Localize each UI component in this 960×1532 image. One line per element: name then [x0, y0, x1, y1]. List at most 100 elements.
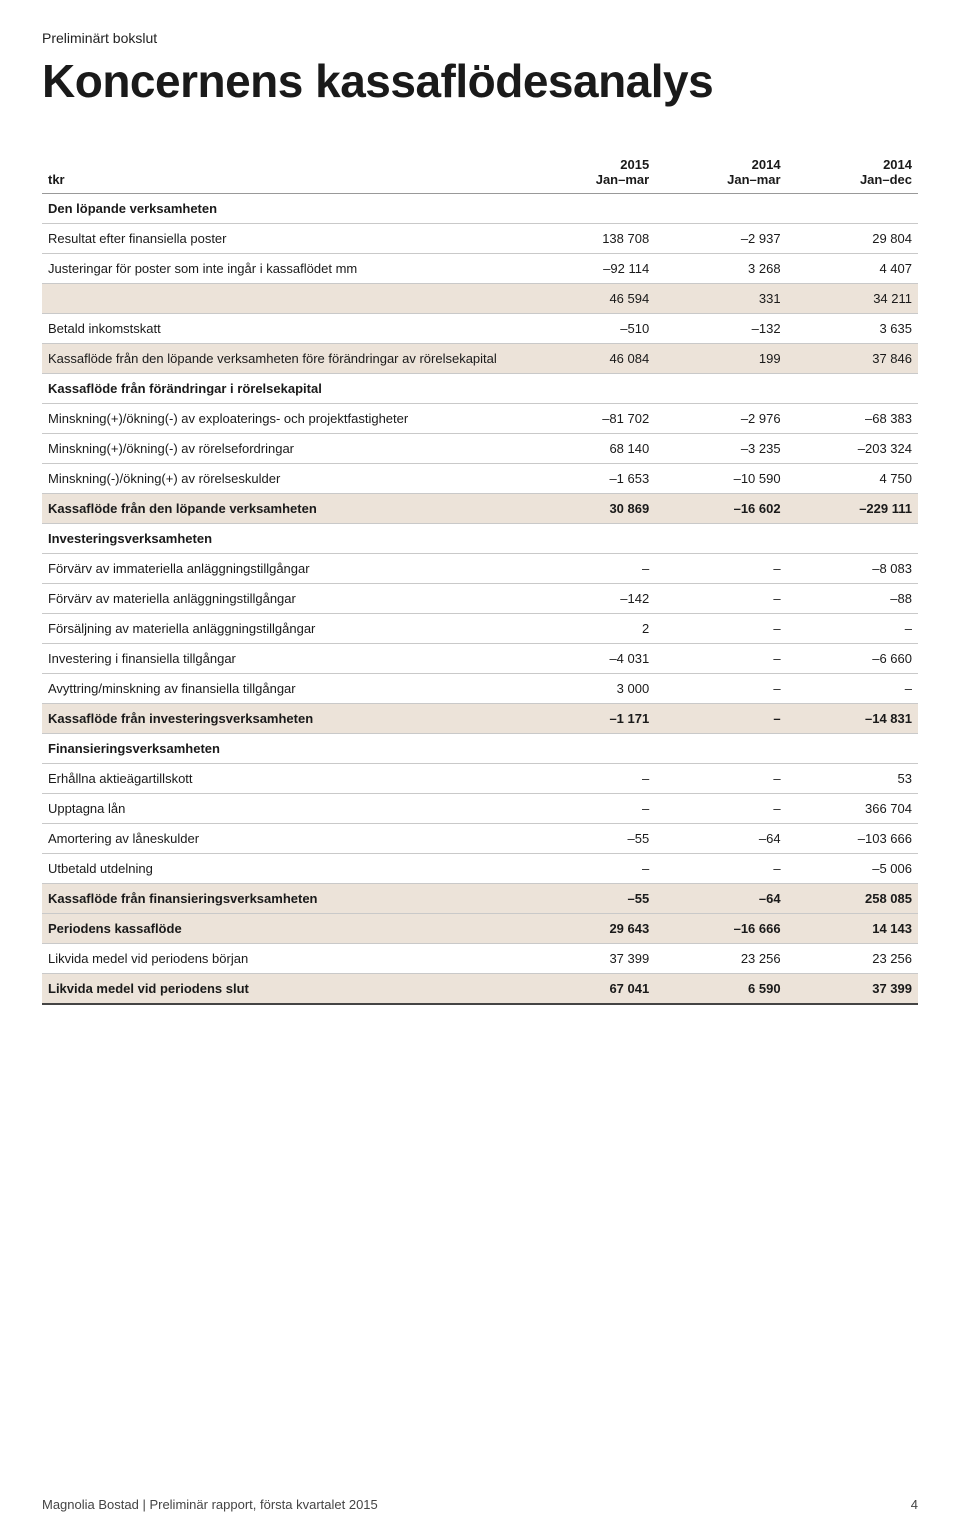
row-value: 46 594: [524, 284, 655, 314]
table-row: Erhållna aktieägartillskott––53: [42, 764, 918, 794]
col1-period: Jan–mar: [530, 172, 649, 187]
row-value: –: [655, 674, 786, 704]
row-label: Betald inkomstskatt: [42, 314, 524, 344]
footer-page-number: 4: [911, 1497, 918, 1512]
row-label: Kassaflöde från investeringsverksamheten: [42, 704, 524, 734]
row-value: –: [524, 554, 655, 584]
row-value: 366 704: [787, 794, 918, 824]
table-row: Kassaflöde från investeringsverksamheten…: [42, 704, 918, 734]
col2-period: Jan–mar: [661, 172, 780, 187]
col-2014-janmar: 2014 Jan–mar: [655, 150, 786, 194]
table-row: Amortering av låneskulder–55–64–103 666: [42, 824, 918, 854]
page-container: Preliminärt bokslut Koncernens kassaflöd…: [0, 0, 960, 1532]
row-label: Investeringsverksamheten: [42, 524, 524, 554]
row-value: 23 256: [655, 944, 786, 974]
row-value: 199: [655, 344, 786, 374]
row-value: 14 143: [787, 914, 918, 944]
table-row: Kassaflöde från finansieringsverksamhete…: [42, 884, 918, 914]
row-value: [655, 194, 786, 224]
table-row: Periodens kassaflöde29 643–16 66614 143: [42, 914, 918, 944]
row-value: 23 256: [787, 944, 918, 974]
row-label: Minskning(+)/ökning(-) av exploaterings-…: [42, 404, 524, 434]
row-value: [524, 734, 655, 764]
table-row: Förvärv av materiella anläggningstillgån…: [42, 584, 918, 614]
row-value: [655, 374, 786, 404]
row-value: 67 041: [524, 974, 655, 1005]
table-row: Utbetald utdelning–––5 006: [42, 854, 918, 884]
row-value: –: [655, 644, 786, 674]
row-value: 331: [655, 284, 786, 314]
pre-title: Preliminärt bokslut: [42, 30, 918, 46]
col3-period: Jan–dec: [793, 172, 912, 187]
row-value: 30 869: [524, 494, 655, 524]
table-row: Likvida medel vid periodens början37 399…: [42, 944, 918, 974]
row-label: Likvida medel vid periodens början: [42, 944, 524, 974]
row-value: [787, 524, 918, 554]
row-value: –132: [655, 314, 786, 344]
row-label: Minskning(-)/ökning(+) av rörelseskulder: [42, 464, 524, 494]
row-label: Avyttring/minskning av finansiella tillg…: [42, 674, 524, 704]
row-value: –103 666: [787, 824, 918, 854]
row-value: 34 211: [787, 284, 918, 314]
row-value: [524, 374, 655, 404]
col2-year: 2014: [661, 157, 780, 172]
table-body: Den löpande verksamhetenResultat efter f…: [42, 194, 918, 1005]
page-title: Koncernens kassaflödesanalys: [42, 54, 918, 108]
row-label: Erhållna aktieägartillskott: [42, 764, 524, 794]
row-value: –81 702: [524, 404, 655, 434]
row-value: 3 268: [655, 254, 786, 284]
row-value: –92 114: [524, 254, 655, 284]
table-row: Förvärv av immateriella anläggningstillg…: [42, 554, 918, 584]
row-label: Amortering av låneskulder: [42, 824, 524, 854]
row-label: Kassaflöde från den löpande verksamheten: [42, 494, 524, 524]
row-label: Investering i finansiella tillgångar: [42, 644, 524, 674]
row-label: Den löpande verksamheten: [42, 194, 524, 224]
row-value: –10 590: [655, 464, 786, 494]
row-value: –203 324: [787, 434, 918, 464]
row-value: [524, 524, 655, 554]
table-row: Likvida medel vid periodens slut67 0416 …: [42, 974, 918, 1005]
row-value: [655, 734, 786, 764]
row-value: 37 399: [787, 974, 918, 1005]
row-value: 29 804: [787, 224, 918, 254]
row-value: –1 171: [524, 704, 655, 734]
row-value: [787, 374, 918, 404]
table-row: Minskning(-)/ökning(+) av rörelseskulder…: [42, 464, 918, 494]
row-value: 6 590: [655, 974, 786, 1005]
row-value: 2: [524, 614, 655, 644]
row-value: 258 085: [787, 884, 918, 914]
row-label: Kassaflöde från förändringar i rörelseka…: [42, 374, 524, 404]
col-2014-jandec: 2014 Jan–dec: [787, 150, 918, 194]
row-label: Justeringar för poster som inte ingår i …: [42, 254, 524, 284]
row-value: 3 635: [787, 314, 918, 344]
row-value: –64: [655, 884, 786, 914]
row-value: 29 643: [524, 914, 655, 944]
row-value: –4 031: [524, 644, 655, 674]
row-label: Förvärv av immateriella anläggningstillg…: [42, 554, 524, 584]
row-label: Minskning(+)/ökning(-) av rörelsefordrin…: [42, 434, 524, 464]
table-row: Minskning(+)/ökning(-) av exploaterings-…: [42, 404, 918, 434]
row-value: –229 111: [787, 494, 918, 524]
row-value: –2 976: [655, 404, 786, 434]
row-label: Periodens kassaflöde: [42, 914, 524, 944]
row-value: 37 399: [524, 944, 655, 974]
row-value: [655, 524, 786, 554]
row-value: –3 235: [655, 434, 786, 464]
row-value: –88: [787, 584, 918, 614]
col-label-text: tkr: [48, 172, 65, 187]
row-value: –55: [524, 824, 655, 854]
row-value: –: [655, 794, 786, 824]
page-footer: Magnolia Bostad | Preliminär rapport, fö…: [42, 1497, 918, 1512]
row-value: [787, 734, 918, 764]
row-label: Kassaflöde från den löpande verksamheten…: [42, 344, 524, 374]
col1-year: 2015: [530, 157, 649, 172]
row-label: Utbetald utdelning: [42, 854, 524, 884]
table-row: Investeringsverksamheten: [42, 524, 918, 554]
row-value: –55: [524, 884, 655, 914]
table-row: Betald inkomstskatt–510–1323 635: [42, 314, 918, 344]
row-value: 37 846: [787, 344, 918, 374]
row-value: –: [524, 764, 655, 794]
row-value: –68 383: [787, 404, 918, 434]
row-value: –: [524, 794, 655, 824]
row-value: 53: [787, 764, 918, 794]
